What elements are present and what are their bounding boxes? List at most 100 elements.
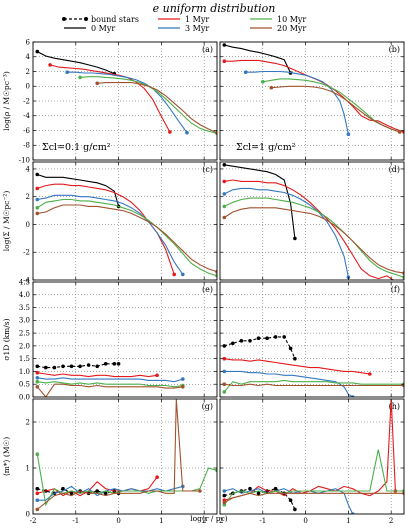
data-point [103,362,108,366]
series-line [224,370,353,397]
panel: (f) [219,281,405,398]
panel-label: (g) [202,402,213,411]
y-tick-label: 0.0 [19,393,30,401]
legend-entry: 10 Myr [250,15,306,24]
x-tick-label: 2 [389,517,393,525]
y-tick-label: -8 [23,142,30,150]
data-point [35,49,40,54]
data-point [198,489,202,493]
y-axis-label: σ1D (km/s) [2,318,11,360]
grid [33,282,217,397]
series-line [37,194,184,275]
data-point [397,130,402,134]
data-point [44,365,48,370]
series-line [37,381,183,388]
data-point [288,346,293,351]
series-line [224,207,404,274]
x-tick-label: -2 [217,517,224,525]
data-point [368,372,372,376]
legend-entry: 20 Myr [250,24,306,33]
legend-entry: 0 Myr [64,24,115,33]
data-point [346,132,351,136]
grid [33,162,217,280]
series-line [37,485,183,501]
data-point [222,59,227,63]
data-point [168,130,172,134]
data-point [155,373,159,378]
grid [33,399,217,514]
series-line [224,197,404,278]
panel-label: (d) [389,165,400,174]
data-point [248,339,252,343]
data-point [222,493,227,498]
y-tick-label: 4 [26,165,31,173]
grid [220,42,404,160]
series-line [97,82,217,134]
y-tick-label: -10 [19,156,30,164]
data-point [61,364,65,369]
data-point [35,186,40,191]
series-line [224,187,349,278]
data-point [35,206,40,210]
data-point [35,498,40,503]
data-point [248,486,252,491]
y-tick-label: 0 [26,221,30,229]
y-tick-label: 4.0 [19,291,30,299]
data-point [265,336,269,341]
x-tick-label: 1 [346,517,350,525]
series-line [37,51,115,75]
series-group [35,362,185,397]
data-point [222,489,227,493]
data-point [35,452,40,457]
panel-frame [219,398,405,515]
data-point [222,215,227,220]
data-point [95,364,99,369]
data-point [256,336,261,341]
legend-entry: 3 Myr [158,24,209,33]
legend-label: 0 Myr [91,24,115,33]
series-line [224,399,396,501]
series-line [224,164,296,239]
series-line [224,492,404,503]
series-line [224,59,404,133]
y-tick-label: 1.5 [19,355,30,363]
data-point [181,385,185,389]
y-axis-label: ⟨m*⟩ (M☉) [2,437,11,476]
y-tick-label: 1 [26,464,30,472]
series-line [36,383,183,397]
data-point [52,365,57,370]
data-point [95,489,99,493]
data-point [222,163,227,167]
data-point [231,341,235,346]
legend-label: bound stars [91,15,139,24]
series-group [35,172,217,278]
series-group [222,335,404,397]
data-point [293,236,297,241]
data-point [273,486,278,491]
data-point [288,498,293,503]
panel: (b) [219,41,405,161]
series-line [37,198,217,277]
data-point [222,43,227,47]
data-point [78,75,82,80]
panel: 4 2 0 -2 -4 (c) log(Σ / M☉pc⁻²) [2,161,218,284]
panel-label: (e) [202,285,213,294]
series-line [223,379,404,393]
panel: (d) [219,161,405,281]
series-line [224,336,296,359]
series-group [222,43,404,136]
figure-title: e uniform distribution [153,2,276,15]
legend-marker [62,17,66,21]
series-line [37,204,217,273]
data-point [181,377,185,381]
data-point [239,339,244,343]
y-tick-label: 0.5 [19,381,30,389]
series-line [224,358,370,375]
grid [33,42,217,160]
data-point [69,364,74,369]
data-point [172,272,176,277]
y-axis-label: log(Σ / M☉pc⁻²) [2,191,11,252]
y-tick-label: 2 [26,68,30,76]
